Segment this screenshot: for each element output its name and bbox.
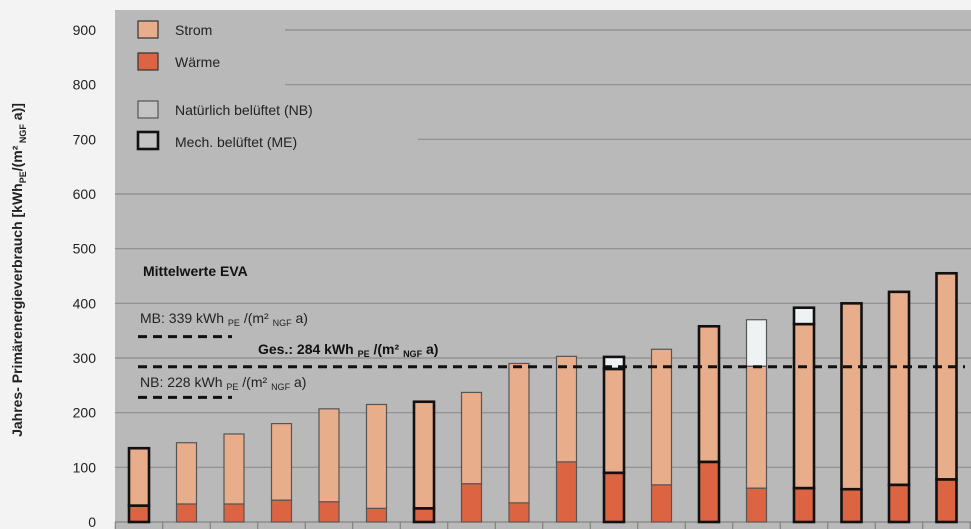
bar-waerme-4	[270, 499, 293, 523]
legend-label-me: Mech. belüftet (ME)	[175, 134, 297, 150]
bar-waerme-13	[697, 460, 721, 524]
bar-strom-14	[745, 365, 768, 489]
bar-strom-2	[175, 442, 198, 505]
bar-strom-12	[650, 348, 673, 486]
bar-strom-13	[697, 324, 721, 464]
y-tick-label-700: 700	[73, 131, 97, 147]
bar-waerme-3	[223, 503, 245, 523]
bar-strom-17	[887, 290, 911, 487]
plot-background	[115, 10, 971, 529]
bar-waerme-14	[745, 487, 768, 523]
y-tick-labels: 0 100 200 300 400 500 600 700 800 900	[73, 22, 97, 529]
y-tick-label-800: 800	[73, 77, 97, 93]
bar-waerme-11	[602, 471, 626, 524]
bars	[127, 271, 958, 524]
bar-waerme-10	[555, 461, 578, 523]
bar-top-15	[792, 306, 816, 326]
legend-label-strom: Strom	[175, 22, 212, 38]
bar-waerme-2	[175, 503, 198, 523]
bar-strom-7	[412, 400, 436, 510]
bar-strom-16	[840, 302, 863, 491]
bar-waerme-7	[412, 507, 436, 524]
y-tick-label-100: 100	[73, 459, 97, 475]
bar-waerme-17	[887, 483, 911, 524]
legend-label-nb: Natürlich belüftet (NB)	[175, 102, 313, 118]
bar-strom-5	[318, 408, 340, 503]
bar-strom-4	[270, 423, 293, 501]
annotation-nb: NB: 228 kWh PE /(m² NGF a)	[140, 374, 306, 393]
bar-waerme-1	[127, 504, 151, 524]
bar-strom-11	[602, 367, 626, 475]
y-tick-label-200: 200	[73, 405, 97, 421]
bar-waerme-18	[935, 478, 958, 524]
bar-strom-15	[792, 322, 816, 490]
bar-strom-9	[508, 362, 530, 504]
annotation-title: Mittelwerte EVA	[143, 263, 248, 279]
legend-swatch-strom	[137, 20, 159, 39]
bar-strom-3	[223, 433, 245, 505]
legend-swatch-nb	[137, 100, 159, 119]
bar-waerme-12	[650, 484, 673, 523]
annotation-mb: MB: 339 kWh PE /(m² NGF a)	[140, 310, 308, 329]
legend-label-waerme: Wärme	[175, 54, 220, 70]
y-tick-label-0: 0	[88, 514, 96, 529]
bar-waerme-8	[460, 483, 483, 523]
bar-waerme-15	[792, 486, 816, 524]
bar-strom-8	[460, 391, 483, 485]
y-tick-label-500: 500	[73, 241, 97, 257]
legend-swatch-waerme	[137, 52, 159, 71]
annotations: Mittelwerte EVA MB: 339 kWh PE /(m² NGF …	[140, 263, 438, 393]
legend-swatch-me	[136, 130, 160, 151]
grid-lines	[115, 29, 971, 468]
y-axis-label: Jahres- Primärenergieverbrauch [kWhPE/(m…	[9, 103, 28, 437]
x-ticks	[114, 521, 971, 529]
reference-lines	[138, 335, 965, 399]
legend: Strom Wärme Natürlich belüftet (NB) Mech…	[136, 20, 313, 151]
y-tick-label-900: 900	[73, 22, 97, 38]
bar-strom-6	[365, 403, 388, 509]
bar-strom-18	[935, 271, 958, 481]
bar-waerme-5	[318, 501, 340, 523]
bar-strom-10	[555, 355, 578, 463]
bar-top-14	[745, 319, 768, 367]
bar-waerme-6	[365, 507, 388, 523]
bar-waerme-9	[508, 502, 530, 523]
y-tick-label-400: 400	[73, 295, 97, 311]
bar-strom-1	[127, 446, 151, 507]
annotation-ges: Ges.: 284 kWh PE /(m² NGF a)	[258, 341, 438, 360]
y-tick-label-300: 300	[73, 350, 97, 366]
bar-waerme-16	[840, 487, 863, 524]
y-tick-label-600: 600	[73, 186, 97, 202]
